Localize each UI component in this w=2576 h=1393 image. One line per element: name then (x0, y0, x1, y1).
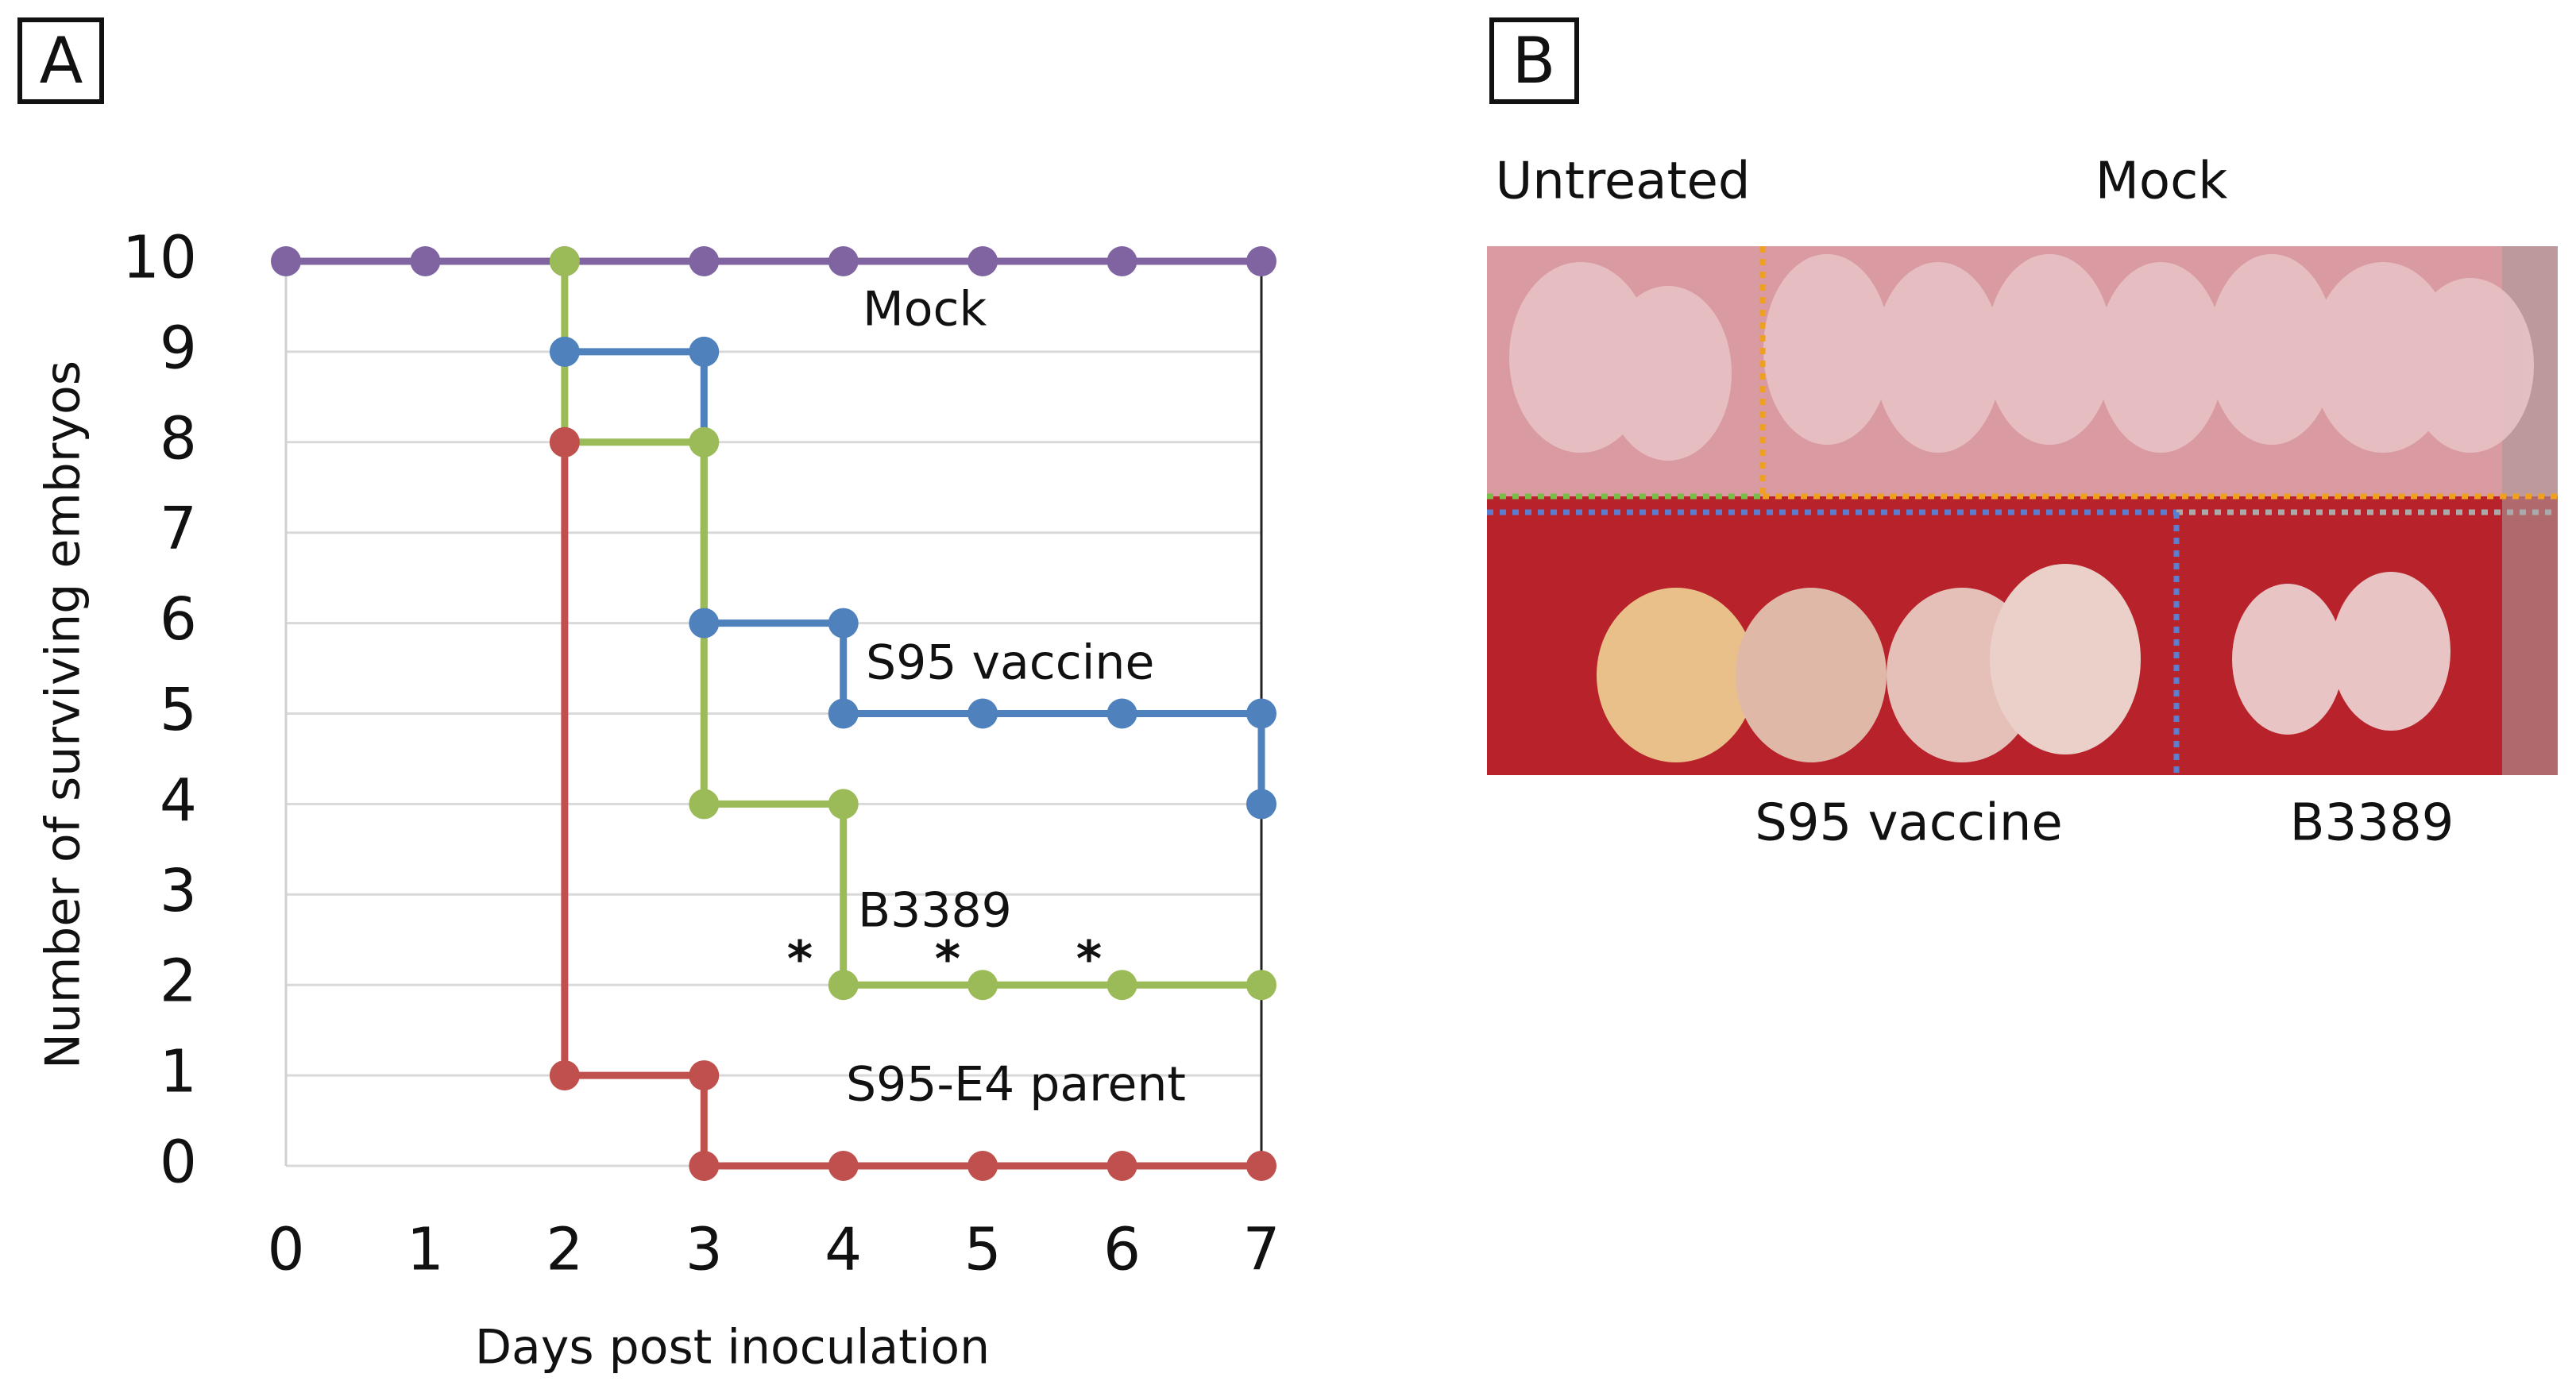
marker (828, 1151, 859, 1181)
panel-box (17, 17, 104, 104)
marker (828, 789, 859, 820)
y-tick-label: 5 (160, 676, 197, 744)
x-tick-label: 3 (686, 1216, 723, 1284)
marker (967, 970, 998, 1001)
marker (689, 246, 720, 276)
y-tick-label: 7 (160, 495, 197, 563)
y-tick-label: 4 (160, 766, 197, 835)
y-tick-label: 0 (160, 1129, 197, 1197)
photo-label: S95 vaccine (1755, 794, 2063, 853)
marker (828, 698, 859, 729)
panel-label: B (1512, 24, 1556, 98)
y-tick-label: 2 (160, 947, 197, 1016)
y-tick-label: 10 (122, 224, 197, 292)
marker (689, 336, 720, 367)
x-axis-title: Days post inoculation (475, 1320, 990, 1376)
marker (1106, 970, 1137, 1001)
marker (828, 246, 859, 276)
x-tick-label: 7 (1242, 1216, 1280, 1284)
embryos-top (1509, 254, 2534, 461)
marker (271, 246, 301, 276)
annotation: * (935, 930, 960, 988)
marker (828, 970, 859, 1001)
annotation: * (787, 930, 813, 988)
marker (828, 608, 859, 639)
y-tick-label: 8 (160, 404, 197, 473)
marker (1106, 1151, 1137, 1181)
marker (1246, 1151, 1276, 1181)
annotation: * (1076, 930, 1102, 988)
photo (1487, 246, 2558, 775)
marker (1246, 970, 1276, 1001)
photo-label: Mock (2095, 152, 2228, 211)
series-line (561, 442, 1261, 1170)
marker (549, 246, 580, 276)
marker (549, 336, 580, 367)
marker (967, 1151, 998, 1181)
y-tick-label: 3 (160, 857, 197, 925)
marker (967, 246, 998, 276)
series-line (564, 348, 1265, 805)
embryos-bottom (1597, 564, 2450, 762)
marker (689, 608, 720, 639)
marker (1246, 789, 1276, 820)
marker (1246, 698, 1276, 729)
marker (689, 1060, 720, 1091)
x-tick-label: 6 (1103, 1216, 1141, 1284)
marker (689, 789, 720, 820)
marker (410, 246, 441, 276)
x-tick-label: 2 (546, 1216, 583, 1284)
x-tick-label: 5 (964, 1216, 1002, 1284)
photo-label: B3389 (2290, 794, 2454, 853)
series-label: S95-E4 parent (846, 1057, 1186, 1113)
marker (549, 426, 580, 457)
marker (689, 426, 720, 457)
x-tick-label: 4 (825, 1216, 862, 1284)
marker (1246, 246, 1276, 276)
marker (689, 1151, 720, 1181)
marker (967, 698, 998, 729)
series-label: Mock (863, 282, 987, 338)
series-label: S95 vaccine (866, 635, 1154, 691)
y-tick-label: 9 (160, 314, 197, 382)
y-axis-title: Number of surviving embryos (36, 361, 91, 1069)
y-tick-label: 1 (160, 1038, 197, 1106)
x-tick-label: 0 (267, 1216, 304, 1284)
marker (1106, 698, 1137, 729)
marker (1106, 246, 1137, 276)
x-tick-label: 1 (407, 1216, 444, 1284)
marker (549, 1060, 580, 1091)
panel-label: A (40, 24, 83, 98)
y-tick-label: 6 (160, 585, 197, 654)
series-label: B3389 (858, 883, 1012, 939)
photo-label: Untreated (1495, 152, 1750, 211)
panel-box (1489, 17, 1579, 104)
